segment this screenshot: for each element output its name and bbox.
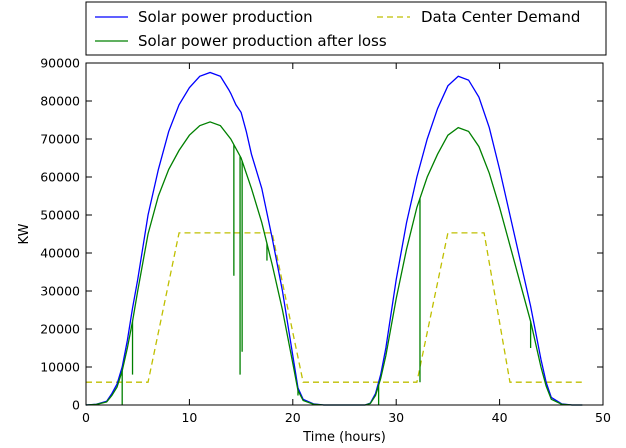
- y-tick-label: 0: [72, 398, 80, 413]
- x-tick-label: 10: [181, 410, 197, 425]
- x-tick-label: 30: [388, 410, 404, 425]
- x-axis-title: Time (hours): [302, 430, 386, 445]
- x-tick-label: 50: [595, 410, 611, 425]
- y-tick-label: 70000: [40, 132, 80, 147]
- y-tick-label: 30000: [40, 284, 80, 299]
- ticks-layer: 0 10 20 30 40 50 0 10000 20000 30000 40000 50000 600…: [40, 56, 611, 426]
- y-tick-label: 50000: [40, 208, 80, 223]
- legend-label-demand: Data Center Demand: [421, 8, 580, 26]
- x-tick-label: 40: [492, 410, 508, 425]
- y-tick-label: 10000: [40, 360, 80, 375]
- y-tick-label: 40000: [40, 246, 80, 261]
- x-tick-label: 0: [82, 410, 90, 425]
- series-line-2: [86, 232, 583, 383]
- legend-label-solar: Solar power production: [138, 8, 313, 26]
- plot-area-frame: [85, 62, 604, 406]
- legend-label-solar-after-loss: Solar power production after loss: [138, 32, 387, 50]
- y-axis-title: KW: [17, 223, 32, 244]
- y-tick-label: 90000: [40, 56, 80, 71]
- series-layer: [85, 71, 583, 406]
- y-tick-label: 20000: [40, 322, 80, 337]
- y-tick-label: 60000: [40, 170, 80, 185]
- y-tick-label: 80000: [40, 94, 80, 109]
- series-line-0: [85, 71, 583, 406]
- legend: Solar power production Solar power produ…: [85, 1, 607, 56]
- legend-frame: [85, 1, 607, 56]
- series-line-1: [85, 121, 583, 406]
- x-tick-label: 20: [285, 410, 301, 425]
